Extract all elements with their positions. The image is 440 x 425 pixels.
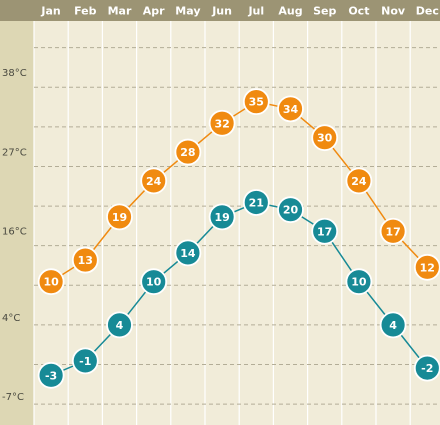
data-point: 30 <box>311 124 339 152</box>
data-point: 10 <box>345 268 373 296</box>
data-label: 4 <box>389 319 397 332</box>
y-tick-label: 27°C <box>2 147 27 158</box>
data-label: 13 <box>78 254 93 267</box>
data-point-marker <box>37 361 65 389</box>
data-point: 12 <box>413 253 440 281</box>
data-point: 35 <box>242 88 270 116</box>
data-point-marker <box>345 167 373 195</box>
data-point-marker <box>208 109 236 137</box>
data-point-marker <box>379 311 407 339</box>
data-label: 12 <box>420 261 435 274</box>
data-label: 10 <box>146 276 162 289</box>
vertical-gridlines <box>33 21 411 425</box>
y-tick-labels: -7°C 4°C 16°C 27°C 38°C <box>2 68 27 403</box>
data-point-marker <box>277 196 304 224</box>
month-label: Apr <box>143 5 165 18</box>
data-point: 4 <box>106 311 133 339</box>
data-point: 4 <box>379 311 407 339</box>
data-label: 21 <box>249 196 264 209</box>
month-label: Jan <box>40 5 60 18</box>
month-label: May <box>175 5 200 18</box>
data-point-marker <box>71 246 99 274</box>
data-point: -2 <box>413 354 440 382</box>
data-label: 19 <box>112 211 127 224</box>
y-tick-label: 4°C <box>2 313 20 324</box>
data-point-marker <box>140 268 168 296</box>
month-label: Dec <box>416 5 439 18</box>
data-label: 24 <box>146 175 162 188</box>
data-point: 20 <box>277 196 304 224</box>
month-label: Jul <box>247 5 264 18</box>
data-point-marker <box>71 347 99 375</box>
data-point-marker <box>242 189 270 216</box>
data-label: 17 <box>385 225 400 238</box>
data-point: 17 <box>379 217 407 245</box>
data-point-marker <box>37 268 65 296</box>
data-label: -1 <box>79 355 91 368</box>
month-label: Aug <box>278 5 302 18</box>
data-label: 34 <box>283 103 299 116</box>
data-label: 4 <box>116 319 124 332</box>
data-point: 10 <box>140 268 168 296</box>
data-label: -3 <box>45 369 57 382</box>
data-label: 32 <box>214 117 229 130</box>
horizontal-gridlines <box>34 47 440 405</box>
data-point: 34 <box>277 95 304 123</box>
data-point-marker <box>311 124 339 152</box>
data-label: 24 <box>351 175 367 188</box>
data-points: 10 13 19 24 28 32 35 34 30 24 17 12 -3 -1 4 10 14 19 21 20 1… <box>37 88 440 389</box>
data-point-marker <box>174 138 202 166</box>
data-point: 24 <box>140 167 168 195</box>
data-point: 13 <box>71 246 99 274</box>
data-point: -1 <box>71 347 99 375</box>
month-label: Oct <box>348 5 369 18</box>
y-axis-band <box>0 21 34 425</box>
data-point: 32 <box>208 109 236 137</box>
data-label: 20 <box>283 204 299 217</box>
data-label: 10 <box>351 276 367 289</box>
month-label: Jun <box>211 5 232 18</box>
month-header-bar <box>0 0 440 21</box>
data-label: 19 <box>214 211 229 224</box>
data-point-marker <box>106 311 133 339</box>
data-point: 14 <box>174 239 202 267</box>
data-point-marker <box>311 217 339 245</box>
data-point-marker <box>277 95 304 123</box>
data-point: 24 <box>345 167 373 195</box>
data-point: 10 <box>37 268 65 296</box>
y-tick-label: 16°C <box>2 226 27 237</box>
data-label: 17 <box>317 225 332 238</box>
data-label: 28 <box>180 146 195 159</box>
data-point: 17 <box>311 217 339 245</box>
y-tick-label: -7°C <box>2 392 24 403</box>
month-label: Mar <box>108 5 132 18</box>
data-point-marker <box>106 203 133 231</box>
data-point-marker <box>379 217 407 245</box>
data-point-marker <box>140 167 168 195</box>
data-label: 30 <box>317 132 333 145</box>
data-point-marker <box>208 203 236 231</box>
data-point-marker <box>345 268 373 296</box>
month-label: Feb <box>74 5 97 18</box>
data-point: -3 <box>37 361 65 389</box>
data-point: 19 <box>106 203 133 231</box>
y-tick-label: 38°C <box>2 68 27 79</box>
month-label: Sep <box>313 5 336 18</box>
month-label: Nov <box>381 5 406 18</box>
month-labels: Jan Feb Mar Apr May Jun Jul Aug Sep Oct Nov Dec <box>40 5 438 18</box>
data-point-marker <box>174 239 202 267</box>
data-point-marker <box>242 88 270 116</box>
data-label: 35 <box>249 96 264 109</box>
data-point: 21 <box>242 189 270 216</box>
data-label: 14 <box>180 247 196 260</box>
data-label: 10 <box>43 276 59 289</box>
data-label: -2 <box>421 362 433 375</box>
data-point: 28 <box>174 138 202 166</box>
data-point: 19 <box>208 203 236 231</box>
